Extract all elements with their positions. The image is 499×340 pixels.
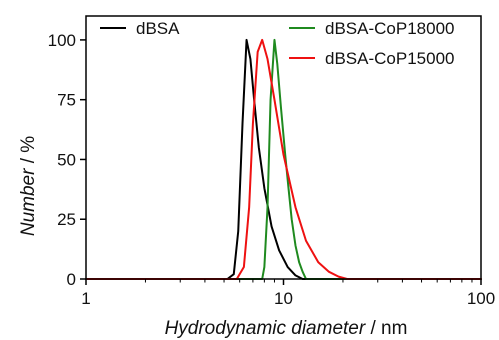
y-tick-label: 25	[57, 210, 76, 229]
y-tick-label: 50	[57, 150, 76, 169]
x-axis-label: Hydrodynamic diameter / nm	[165, 318, 408, 339]
y-axis-label: Number / %	[18, 136, 39, 236]
legend-label-1: dBSA-CoP18000	[325, 19, 454, 38]
series-line-0	[85, 38, 482, 280]
y-tick-label: 0	[67, 270, 76, 289]
ticks: 0 25 50 75 100 1 10 100	[48, 31, 496, 308]
legend: dBSA dBSA-CoP18000 dBSA-CoP15000	[100, 19, 454, 68]
y-tick-label: 75	[57, 91, 76, 110]
x-tick-label: 10	[274, 289, 293, 308]
x-tick-label: 1	[81, 289, 90, 308]
legend-label-2: dBSA-CoP15000	[325, 49, 454, 68]
series-line-2	[85, 38, 482, 280]
x-tick-label: 100	[467, 289, 495, 308]
plot-lines	[85, 38, 482, 280]
series-line-1	[85, 38, 482, 280]
legend-label-0: dBSA	[136, 19, 180, 38]
y-tick-label: 100	[48, 31, 76, 50]
